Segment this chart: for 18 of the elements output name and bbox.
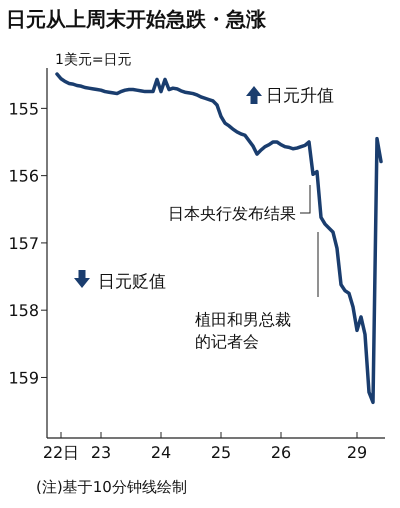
x-tick-label: 22日	[42, 443, 80, 462]
x-tick-label: 25	[210, 443, 232, 462]
y-tick-label: 159	[8, 368, 39, 388]
annotation: 日元升值	[266, 86, 334, 106]
y-axis-title: 1美元=日元	[55, 52, 132, 68]
text: (注)基于10分钟线绘制	[36, 478, 187, 496]
y-tick-label: 156	[8, 166, 39, 186]
annotation: 日本央行发布结果	[168, 204, 296, 223]
x-tick-label: 29	[346, 443, 368, 462]
annotation: 日元贬值	[98, 272, 166, 292]
y-tick-label: 155	[8, 99, 39, 118]
x-tick-label: 24	[150, 443, 172, 462]
x-tick-label: 26	[270, 443, 292, 462]
y-tick-label: 157	[8, 234, 39, 253]
y-tick-label: 158	[8, 301, 39, 320]
chart-title: 日元从上周末开始急跌・急涨	[6, 7, 267, 31]
x-tick-label: 23	[90, 443, 112, 462]
annotation: 植田和男总裁的记者会	[195, 310, 291, 351]
